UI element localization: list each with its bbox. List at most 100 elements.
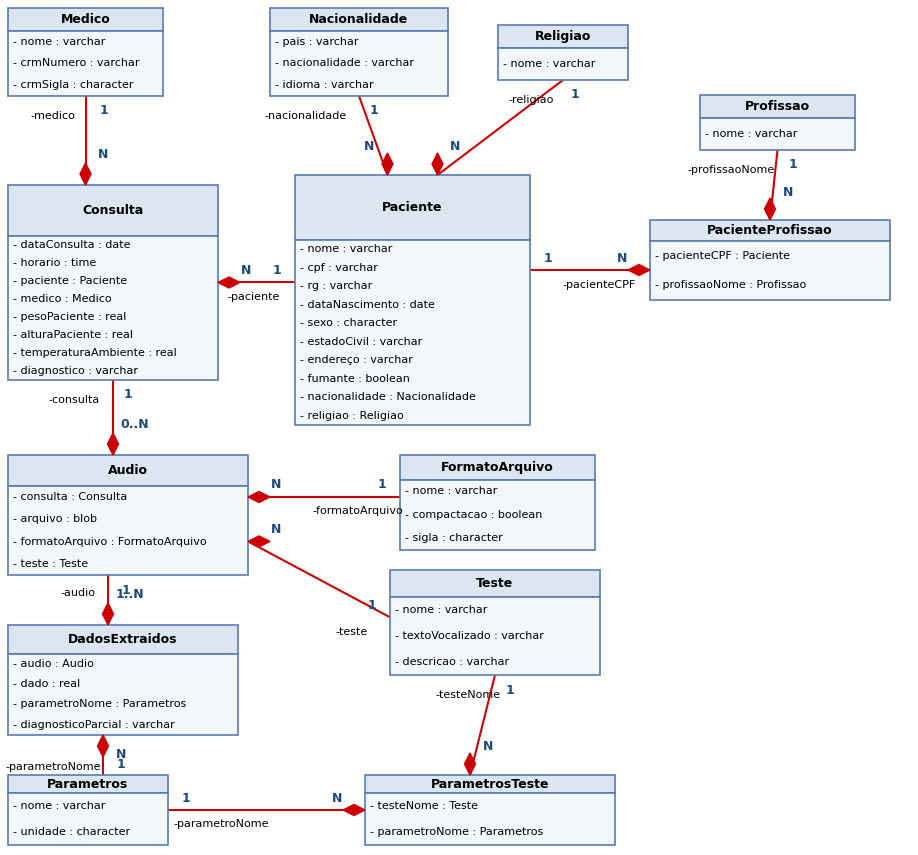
Text: - profissaoNome : Profissao: - profissaoNome : Profissao xyxy=(655,280,806,290)
Polygon shape xyxy=(432,153,443,175)
Text: - sigla : character: - sigla : character xyxy=(405,534,503,543)
Polygon shape xyxy=(107,433,118,455)
Text: 1: 1 xyxy=(124,388,132,402)
Bar xyxy=(8,793,168,845)
Text: - temperaturaAmbiente : real: - temperaturaAmbiente : real xyxy=(13,348,177,358)
Text: 1: 1 xyxy=(377,479,386,492)
Text: Parametros: Parametros xyxy=(48,777,129,791)
Bar xyxy=(8,185,218,236)
Text: - nome : varchar: - nome : varchar xyxy=(300,245,392,254)
Text: - dataConsulta : date: - dataConsulta : date xyxy=(13,239,130,250)
Bar xyxy=(700,118,855,150)
Text: - idioma : varchar: - idioma : varchar xyxy=(275,80,374,90)
Text: - textoVocalizado : varchar: - textoVocalizado : varchar xyxy=(395,631,543,641)
Polygon shape xyxy=(382,153,393,175)
Text: Medico: Medico xyxy=(61,13,110,26)
Text: - pais : varchar: - pais : varchar xyxy=(275,37,359,47)
Text: N: N xyxy=(451,140,461,154)
Text: - nome : varchar: - nome : varchar xyxy=(13,801,106,811)
Polygon shape xyxy=(465,753,476,775)
Text: N: N xyxy=(617,251,627,264)
Bar xyxy=(8,653,238,735)
Text: - diagnosticoParcial : varchar: - diagnosticoParcial : varchar xyxy=(13,720,174,730)
Text: - unidade : character: - unidade : character xyxy=(13,827,130,837)
Text: - nome : varchar: - nome : varchar xyxy=(395,605,487,616)
Bar xyxy=(8,455,248,486)
Bar xyxy=(365,775,615,793)
Text: Profissao: Profissao xyxy=(744,100,810,113)
Text: 1: 1 xyxy=(571,89,579,102)
Text: - crmSigla : character: - crmSigla : character xyxy=(13,80,133,90)
Text: - nome : varchar: - nome : varchar xyxy=(705,129,798,139)
Polygon shape xyxy=(248,492,270,503)
Text: - nome : varchar: - nome : varchar xyxy=(405,486,498,497)
Bar xyxy=(8,8,163,31)
Text: Teste: Teste xyxy=(476,577,514,590)
Bar xyxy=(365,793,615,845)
Text: - rg : varchar: - rg : varchar xyxy=(300,281,373,292)
Bar xyxy=(270,8,448,31)
Text: 1: 1 xyxy=(273,264,282,277)
Text: - dataNascimento : date: - dataNascimento : date xyxy=(300,300,435,310)
Text: 0..N: 0..N xyxy=(120,418,150,432)
Bar xyxy=(650,220,890,241)
Text: N: N xyxy=(331,792,342,805)
Polygon shape xyxy=(248,536,270,547)
Bar xyxy=(700,95,855,118)
Text: 1: 1 xyxy=(117,758,126,771)
Text: - teste : Teste: - teste : Teste xyxy=(13,559,88,569)
Text: - audio : Audio: - audio : Audio xyxy=(13,658,94,669)
Bar xyxy=(400,455,595,480)
Text: N: N xyxy=(98,149,108,162)
Text: -parametroNome: -parametroNome xyxy=(173,819,268,829)
Bar xyxy=(498,25,628,48)
Text: N: N xyxy=(116,748,126,762)
Text: 1: 1 xyxy=(506,683,514,697)
Text: Audio: Audio xyxy=(108,464,148,477)
Bar xyxy=(390,570,600,598)
Polygon shape xyxy=(628,264,650,275)
Polygon shape xyxy=(343,805,365,816)
Bar xyxy=(270,31,448,96)
Text: - crmNumero : varchar: - crmNumero : varchar xyxy=(13,58,140,68)
Text: -religiao: -religiao xyxy=(508,95,554,105)
Polygon shape xyxy=(218,277,240,288)
Text: - testeNome : Teste: - testeNome : Teste xyxy=(370,801,478,811)
Text: - nome : varchar: - nome : varchar xyxy=(13,37,106,47)
Bar xyxy=(295,240,530,425)
Text: - fumante : boolean: - fumante : boolean xyxy=(300,374,409,384)
Bar xyxy=(8,31,163,96)
Text: -pacienteCPF: -pacienteCPF xyxy=(562,280,635,290)
Text: - diagnostico : varchar: - diagnostico : varchar xyxy=(13,366,138,376)
Text: - consulta : Consulta: - consulta : Consulta xyxy=(13,492,128,502)
Text: 1: 1 xyxy=(367,598,376,611)
Text: - arquivo : blob: - arquivo : blob xyxy=(13,515,97,524)
Text: 1: 1 xyxy=(543,251,553,264)
Text: 1: 1 xyxy=(182,792,190,805)
Polygon shape xyxy=(765,198,776,220)
Text: - nome : varchar: - nome : varchar xyxy=(503,59,596,69)
Bar xyxy=(8,486,248,575)
Text: -testeNome: -testeNome xyxy=(435,690,500,700)
Text: N: N xyxy=(364,140,375,154)
Text: 1: 1 xyxy=(789,158,797,172)
Text: - cpf : varchar: - cpf : varchar xyxy=(300,262,378,273)
Bar xyxy=(295,175,530,240)
Text: -teste: -teste xyxy=(335,628,367,637)
Bar xyxy=(390,598,600,675)
Polygon shape xyxy=(80,163,91,185)
Text: 1..N: 1..N xyxy=(116,588,144,602)
Bar xyxy=(8,625,238,653)
Text: - alturaPaciente : real: - alturaPaciente : real xyxy=(13,330,133,340)
Bar xyxy=(8,775,168,793)
Text: - sexo : character: - sexo : character xyxy=(300,318,397,328)
Bar xyxy=(8,236,218,380)
Text: - dado : real: - dado : real xyxy=(13,679,80,689)
Text: -formatoArquivo: -formatoArquivo xyxy=(312,506,403,516)
Bar xyxy=(650,241,890,300)
Text: - paciente : Paciente: - paciente : Paciente xyxy=(13,276,127,286)
Text: -paciente: -paciente xyxy=(227,292,279,303)
Text: 1: 1 xyxy=(99,104,108,117)
Text: - parametroNome : Parametros: - parametroNome : Parametros xyxy=(13,699,186,710)
Text: - nacionalidade : varchar: - nacionalidade : varchar xyxy=(275,58,414,68)
